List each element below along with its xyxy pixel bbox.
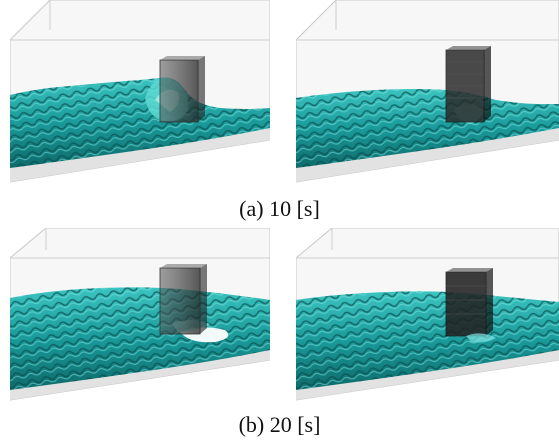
caption-b: (b) 20 [s]	[238, 412, 321, 437]
simulation-frame-10s-right	[296, 0, 559, 190]
simulation-frame-20s-right	[296, 228, 559, 406]
simulation-frame-20s-left	[10, 228, 270, 406]
simulation-frame-10s-left	[10, 0, 270, 190]
caption-a: (a) 10 [s]	[239, 196, 320, 221]
